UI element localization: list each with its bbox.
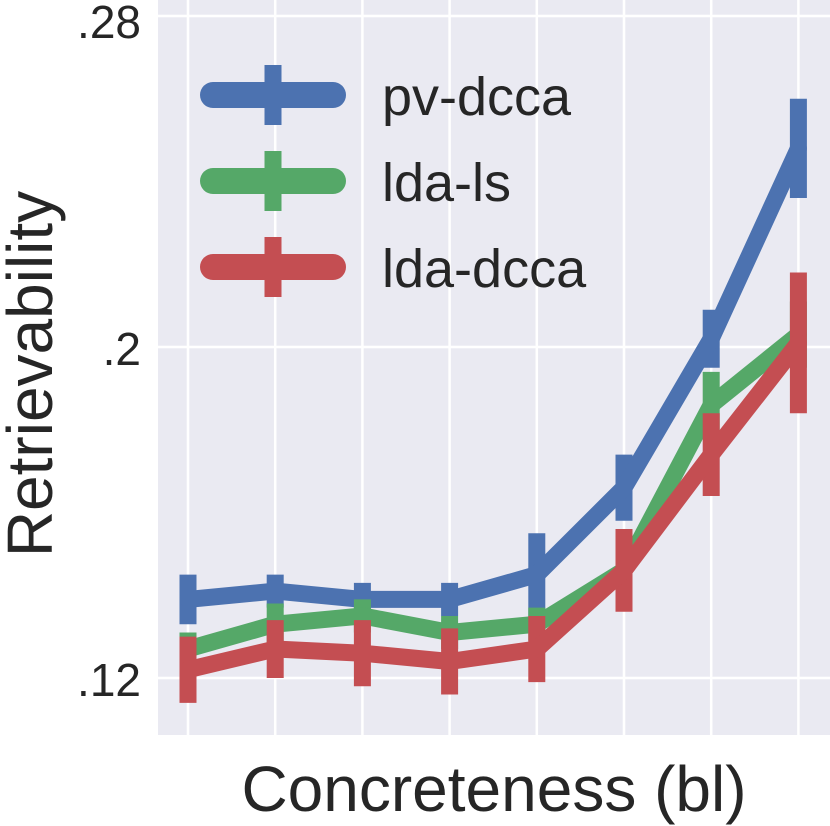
x-axis-label: Concreteness (bl) [241,753,746,825]
series-line [179,334,807,679]
series-lda-dcca [179,272,807,703]
legend-item-pv-dcca: pv-dcca [200,65,572,127]
legend-item-lda-dcca: lda-dcca [200,237,587,299]
legend-label: lda-ls [382,153,511,213]
legend-label: pv-dcca [382,67,572,127]
y-tick-labels: .12 .2 .28 [77,0,141,706]
legend: pv-dcca lda-ls lda-dcca [200,65,587,299]
y-tick-label: .12 [77,654,141,706]
y-axis-label: Retrievability [0,191,66,557]
legend-label: lda-dcca [382,239,587,299]
y-tick-label: .28 [77,0,141,48]
series-line [179,326,807,658]
y-tick-label: .2 [103,323,141,375]
series-layer [179,98,807,703]
series-line [179,139,807,608]
legend-item-lda-ls: lda-ls [200,151,511,213]
